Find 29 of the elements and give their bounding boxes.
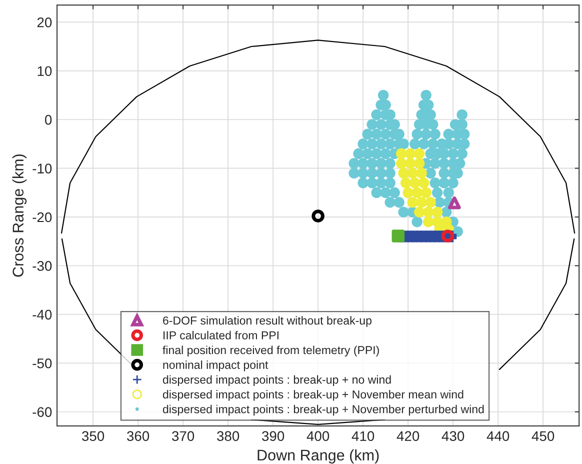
x-tick-label: 430	[442, 431, 464, 442]
y-tick-label: 0	[44, 114, 52, 125]
legend-label: nominal impact point	[163, 360, 268, 372]
x-tick-label: 370	[172, 431, 194, 442]
legend-label: dispersed impact points : break-up + November perturbed wind	[162, 404, 484, 416]
y-tick-label: -30	[32, 261, 52, 271]
x-tick-label: 350	[82, 431, 104, 442]
x-tick-label: 440	[486, 431, 510, 442]
x-tick-label: 410	[352, 431, 374, 442]
legend-label: 6-DOF simulation result without break-up	[163, 316, 372, 327]
y-tick-label: -20	[32, 212, 52, 222]
x-axis-title: Down Range (km)	[258, 449, 379, 464]
y-tick-label: -60	[32, 407, 52, 417]
legend-label: final position received from telemetry (PPI)	[162, 346, 379, 356]
x-tick-label: 450	[532, 431, 554, 442]
y-tick-label: -50	[32, 358, 52, 368]
y-tick-label: 10	[38, 66, 52, 76]
legend-label: IIP calculated from PPI	[164, 330, 278, 340]
y-tick-label: -40	[32, 310, 52, 320]
y-tick-label: -10	[32, 164, 52, 174]
x-tick-label: 390	[262, 431, 284, 442]
x-tick-label: 380	[217, 431, 240, 442]
legend-label: dispersed impact points : break-up + November mean wind	[162, 390, 464, 401]
x-tick-label: 360	[126, 431, 150, 442]
x-tick-label: 400	[306, 431, 330, 442]
legend-label: dispersed impact points : break-up + no wind	[162, 375, 391, 386]
y-axis-title: Cross Range (km)	[12, 154, 27, 277]
x-tick-label: 420	[396, 431, 420, 442]
y-tick-label: 20	[37, 17, 52, 28]
